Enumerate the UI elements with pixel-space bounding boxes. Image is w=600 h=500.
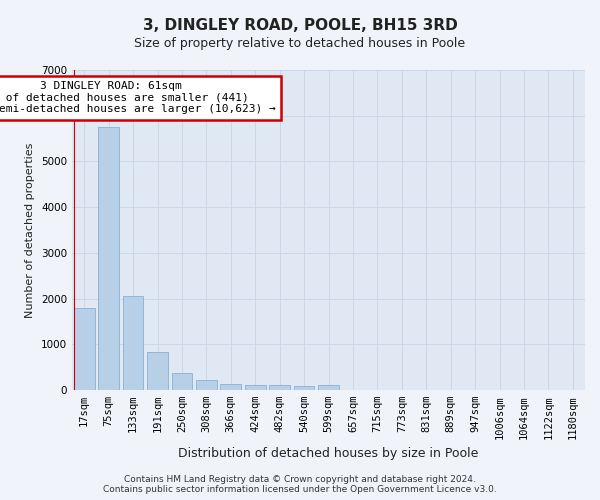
Bar (269, 385, 290, 390)
Bar (147, 352, 168, 390)
Bar (245, 384, 266, 390)
Bar (293, 386, 314, 390)
X-axis label: Distribution of detached houses by size in Poole: Distribution of detached houses by size … (178, 447, 479, 460)
Bar (98, 127, 119, 390)
Text: Contains public sector information licensed under the Open Government Licence v3: Contains public sector information licen… (103, 484, 497, 494)
Y-axis label: Number of detached properties: Number of detached properties (25, 142, 35, 318)
Text: Size of property relative to detached houses in Poole: Size of property relative to detached ho… (134, 38, 466, 51)
Bar (74, 308, 95, 390)
Bar (196, 380, 217, 390)
Bar (172, 373, 193, 390)
Text: Contains HM Land Registry data © Crown copyright and database right 2024.: Contains HM Land Registry data © Crown c… (124, 475, 476, 484)
Text: 3, DINGLEY ROAD, POOLE, BH15 3RD: 3, DINGLEY ROAD, POOLE, BH15 3RD (143, 18, 457, 32)
Text: 3 DINGLEY ROAD: 61sqm
← 4% of detached houses are smaller (441)
96% of semi-deta: 3 DINGLEY ROAD: 61sqm ← 4% of detached h… (0, 81, 276, 114)
Bar (318, 385, 339, 390)
Bar (220, 384, 241, 390)
Bar (122, 296, 143, 390)
